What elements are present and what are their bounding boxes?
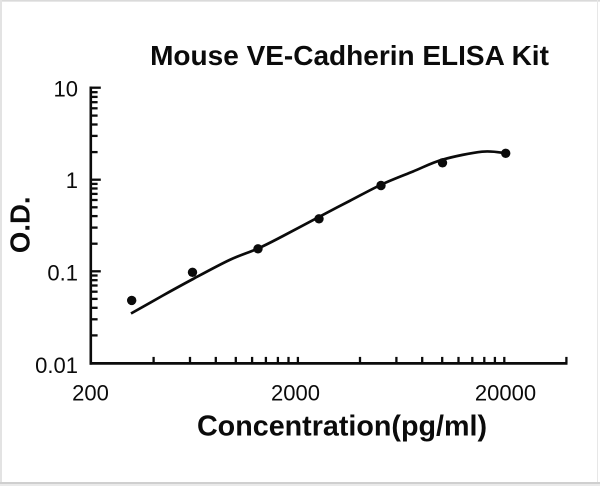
svg-text:10: 10	[54, 76, 78, 101]
svg-text:2000: 2000	[271, 381, 320, 406]
svg-text:O.D.: O.D.	[5, 197, 36, 254]
svg-text:0.1: 0.1	[47, 260, 78, 285]
svg-text:1: 1	[66, 168, 78, 193]
svg-text:0.01: 0.01	[35, 353, 78, 378]
svg-text:Concentration(pg/ml): Concentration(pg/ml)	[197, 411, 487, 443]
svg-text:200: 200	[72, 381, 109, 406]
svg-text:Mouse VE-Cadherin ELISA Kit: Mouse VE-Cadherin ELISA Kit	[150, 40, 549, 71]
svg-text:20000: 20000	[475, 381, 536, 406]
